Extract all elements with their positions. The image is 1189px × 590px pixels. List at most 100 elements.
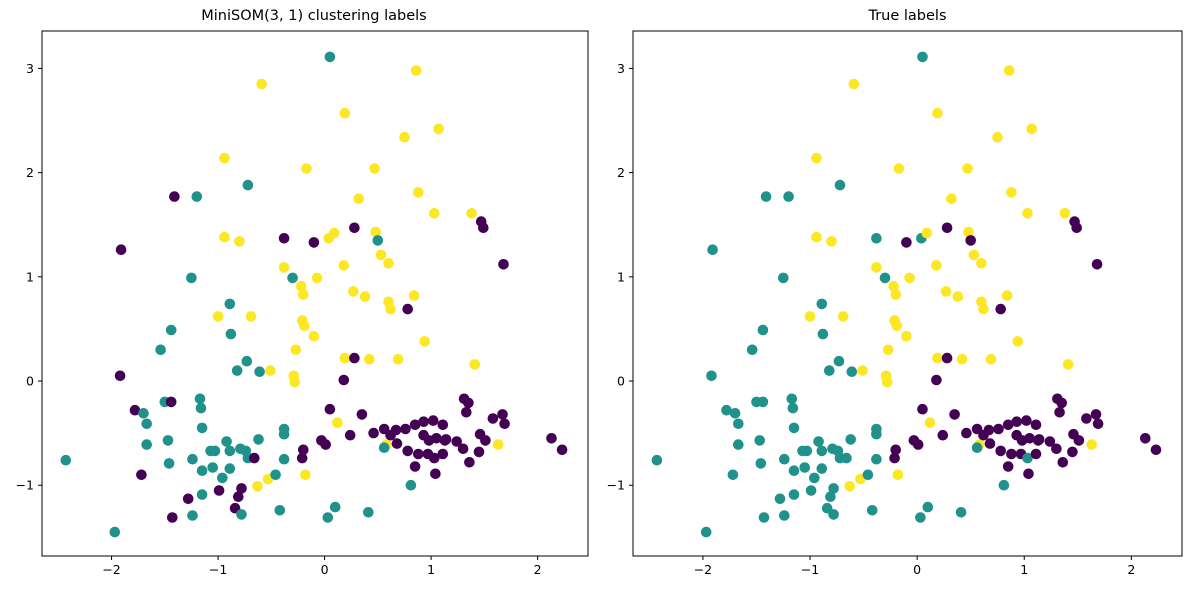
scatter-point-label-0-purple: [320, 439, 331, 450]
scatter-point-label-0-purple: [479, 435, 491, 446]
scatter-point-label-1-teal: [721, 404, 733, 416]
scatter-point-label-1-teal: [754, 435, 766, 446]
scatter-point-label-0-purple: [1056, 397, 1068, 409]
scatter-point-label-1-teal: [801, 445, 813, 457]
scatter-point-label-2-yellow: [952, 291, 964, 302]
scatter-point-label-0-purple: [213, 485, 225, 496]
scatter-point-label-1-teal: [270, 469, 281, 481]
scatter-point-label-2-yellow: [428, 208, 440, 219]
scatter-point-label-1-teal: [733, 418, 744, 430]
scatter-point-label-1-teal: [871, 233, 882, 244]
scatter-point-label-0-purple: [993, 423, 1005, 435]
scatter-point-label-2-yellow: [218, 231, 230, 243]
scatter-point-label-1-teal: [733, 439, 744, 450]
scatter-point-label-0-purple: [983, 424, 995, 436]
scatter-point-label-1-teal: [817, 328, 829, 340]
scatter-point-label-1-teal: [191, 191, 202, 202]
scatter-point-label-1-teal: [242, 179, 253, 191]
scatter-point-label-0-purple: [1003, 419, 1014, 431]
scatter-point-label-2-yellow: [410, 65, 422, 76]
scatter-point-label-1-teal: [788, 422, 800, 434]
scatter-point-label-0-purple: [390, 424, 402, 436]
scatter-point-label-2-yellow: [1012, 336, 1024, 347]
scatter-point-label-1-teal: [278, 453, 290, 465]
scatter-point-label-2-yellow: [251, 481, 263, 492]
y-tick-label: 3: [26, 61, 34, 76]
scatter-point-label-1-teal: [195, 402, 207, 414]
scatter-point-label-1-teal: [809, 472, 820, 484]
scatter-point-label-0-purple: [496, 409, 508, 420]
scatter-point-label-0-purple: [356, 409, 367, 420]
scatter-point-label-0-purple: [165, 396, 177, 408]
scatter-point-label-0-purple: [437, 448, 448, 460]
scatter-point-label-1-teal: [231, 365, 243, 376]
scatter-point-label-1-teal: [761, 191, 772, 202]
x-tick-label: 0: [320, 562, 328, 577]
scatter-point-label-1-teal: [862, 469, 874, 481]
scatter-point-label-1-teal: [758, 512, 770, 523]
scatter-point-label-2-yellow: [382, 258, 394, 269]
scatter-point-label-0-purple: [1023, 468, 1035, 480]
scatter-point-label-2-yellow: [901, 330, 912, 342]
scatter-point-label-2-yellow: [339, 107, 350, 119]
scatter-point-label-2-yellow: [946, 193, 957, 204]
scatter-point-label-0-purple: [115, 244, 127, 255]
scatter-point-label-1-teal: [813, 436, 825, 447]
scatter-point-label-1-teal: [224, 298, 235, 310]
scatter-point-label-0-purple: [462, 397, 474, 409]
scatter-point-label-0-purple: [889, 452, 901, 464]
y-tick-label: −1: [607, 478, 625, 493]
scatter-point-label-0-purple: [556, 444, 568, 456]
scatter-point-label-1-teal: [972, 442, 983, 454]
scatter-point-label-2-yellow: [412, 187, 424, 198]
scatter-point-label-1-teal: [787, 402, 799, 414]
scatter-point-label-2-yellow: [245, 311, 257, 322]
scatter-point-label-1-teal: [241, 355, 252, 367]
axes-frame: [632, 30, 1183, 557]
scatter-point-label-1-teal: [194, 393, 206, 405]
scatter-point-label-2-yellow: [297, 289, 309, 300]
scatter-point-label-1-teal: [816, 445, 828, 457]
scatter-point-label-2-yellow: [278, 262, 290, 273]
scatter-point-label-2-yellow: [890, 289, 902, 300]
scatter-point-label-2-yellow: [932, 352, 944, 364]
scatter-point-label-0-purple: [1011, 416, 1023, 428]
scatter-point-label-0-purple: [1021, 415, 1032, 426]
scatter-point-label-2-yellow: [339, 352, 350, 364]
scatter-point-label-1-teal: [405, 479, 416, 491]
scatter-point-label-0-purple: [344, 429, 356, 441]
scatter-point-label-1-teal: [224, 445, 235, 457]
scatter-point-label-1-teal: [329, 501, 341, 513]
scatter-point-label-2-yellow: [985, 353, 997, 365]
scatter-point-label-2-yellow: [871, 262, 882, 273]
x-tick-label: −1: [801, 562, 819, 577]
scatter-point-label-1-teal: [209, 445, 220, 457]
scatter-point-label-1-teal: [701, 526, 712, 538]
scatter-point-label-0-purple: [942, 222, 953, 234]
scatter-point-label-2-yellow: [308, 330, 319, 342]
scatter-point-label-2-yellow: [883, 344, 894, 356]
scatter-point-label-2-yellow: [1022, 208, 1034, 219]
y-tick-label: 3: [617, 61, 625, 76]
scatter-point-label-2-yellow: [892, 469, 904, 481]
scatter-point-label-0-purple: [545, 433, 557, 444]
scatter-point-label-2-yellow: [1002, 290, 1013, 301]
scatter-point-label-1-teal: [779, 453, 790, 465]
scatter-point-label-2-yellow: [963, 226, 975, 238]
scatter-point-label-0-purple: [1044, 436, 1056, 447]
scatter-point-label-1-teal: [141, 439, 152, 450]
scatter-point-label-0-purple: [391, 438, 403, 449]
scatter-point-label-0-purple: [1071, 222, 1083, 234]
scatter-point-label-1-teal: [799, 462, 811, 473]
scatter-point-label-0-purple: [182, 493, 194, 505]
scatter-point-label-1-teal: [274, 505, 285, 516]
scatter-point-label-1-teal: [706, 370, 718, 382]
scatter-point-label-1-teal: [833, 355, 845, 367]
scatter-point-label-2-yellow: [359, 291, 371, 302]
scatter-point-label-1-teal: [845, 434, 857, 445]
x-tick-label: −2: [102, 562, 120, 577]
scatter-point-label-2-yellow: [811, 152, 823, 164]
y-tick-label: 0: [617, 374, 625, 389]
scatter-point-label-2-yellow: [233, 236, 245, 247]
scatter-point-label-0-purple: [913, 439, 924, 450]
